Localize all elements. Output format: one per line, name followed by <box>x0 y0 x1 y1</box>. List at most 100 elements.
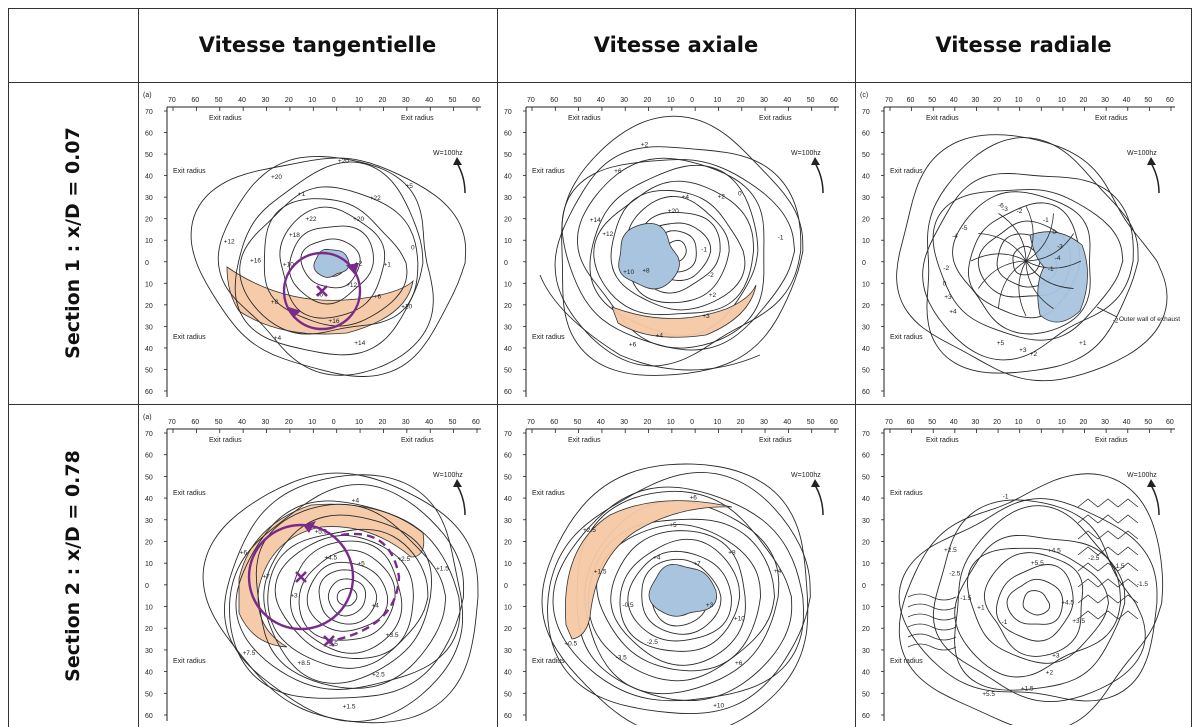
left-axis-tick-label: 0 <box>145 583 149 590</box>
contour-line <box>229 484 465 699</box>
vortex-arrowhead <box>346 263 359 275</box>
top-axis-tick-label: 20 <box>378 97 386 104</box>
left-axis-tick-label: 10 <box>504 281 512 288</box>
contour-line <box>1025 260 1082 269</box>
table-border-top <box>8 8 1192 9</box>
contour-value-label: +12 <box>346 282 357 289</box>
contour-value-label: -6 <box>998 203 1004 210</box>
contour-value-label: +5 <box>357 561 365 568</box>
contour-value-label: -4 <box>952 233 958 240</box>
contour-line <box>239 186 419 335</box>
contour-value-label: -3 <box>1057 244 1063 251</box>
top-axis-tick-label: 50 <box>215 97 223 104</box>
contour-value-label: -5 <box>962 225 968 232</box>
table-border-middle <box>8 404 1192 405</box>
contour-line <box>1025 260 1054 309</box>
left-axis-tick-label: 0 <box>862 260 866 267</box>
contour-value-label: +3.5 <box>1072 618 1085 625</box>
left-axis-tick-label: 60 <box>145 453 153 460</box>
contour-line <box>279 206 386 319</box>
contour-line <box>998 213 1027 262</box>
rotation-arrow <box>456 162 466 194</box>
contour-value-label: +1.5 <box>594 569 607 576</box>
contour-line <box>190 157 467 377</box>
top-axis-tick-label: 30 <box>760 97 768 104</box>
left-axis-tick-label: 70 <box>862 431 870 438</box>
exit-radius-label: Exit radius <box>890 490 923 497</box>
contour-line <box>907 613 957 621</box>
contour-line <box>952 191 1091 335</box>
contour-line <box>970 253 1027 262</box>
contour-line <box>619 538 741 652</box>
top-axis-tick-label: 60 <box>191 97 199 104</box>
contour-value-label: +5.5 <box>314 529 327 536</box>
exit-radius-label: Exit radius <box>1095 437 1128 444</box>
exit-radius-label: Exit radius <box>401 437 434 444</box>
top-axis-tick-label: 20 <box>737 419 745 426</box>
contour-line <box>898 473 1164 725</box>
contour-line <box>896 134 1168 382</box>
contour-value-label: -2 <box>1017 208 1023 215</box>
top-axis-tick-label: 60 <box>830 419 838 426</box>
top-axis-tick-label: 60 <box>907 419 915 426</box>
contour-line <box>1077 610 1139 620</box>
top-axis-tick-label: 30 <box>971 419 979 426</box>
rotation-speed-label: W=100hz <box>1127 472 1157 479</box>
rotation-speed-label: W=100hz <box>1127 150 1157 157</box>
contour-line <box>255 503 447 689</box>
contour-line <box>907 593 957 601</box>
left-axis-tick-label: 50 <box>504 367 512 374</box>
contour-value-label: +18 <box>289 232 300 239</box>
contour-value-label: -2 <box>1113 318 1119 325</box>
contour-line <box>554 146 802 367</box>
table-border-col2 <box>497 8 498 727</box>
left-axis-tick-label: 10 <box>504 561 512 568</box>
contour-value-label: 0 <box>738 190 742 197</box>
contour-line <box>561 115 804 376</box>
contour-value-label: +1.5 <box>1021 685 1034 692</box>
contour-value-label: +8 <box>728 550 736 557</box>
contour-value-label: +2 <box>709 292 717 299</box>
left-axis-tick-label: 0 <box>504 583 508 590</box>
contour-line <box>593 180 754 316</box>
left-axis-tick-label: 10 <box>145 561 153 568</box>
contour-value-label: -2.5 <box>647 639 659 646</box>
contour-value-label: +10 <box>623 269 634 276</box>
exit-radius-label: Exit radius <box>173 168 206 175</box>
top-axis-tick-label: 60 <box>472 419 480 426</box>
left-axis-tick-label: 40 <box>862 670 870 677</box>
left-axis-tick-label: 60 <box>145 131 153 138</box>
contour-line <box>235 500 461 690</box>
exit-radius-label: Exit radius <box>1095 115 1128 122</box>
top-axis-tick-label: 50 <box>215 419 223 426</box>
top-axis-tick-label: 40 <box>1123 97 1131 104</box>
top-axis-tick-label: 0 <box>1036 97 1040 104</box>
top-axis-tick-label: 60 <box>830 97 838 104</box>
top-axis-tick-label: 10 <box>355 97 363 104</box>
left-axis-tick-label: 10 <box>145 281 153 288</box>
contour-value-label: -1 <box>1048 266 1054 273</box>
left-axis-tick-label: 50 <box>862 691 870 698</box>
top-axis-tick-label: 30 <box>402 97 410 104</box>
contour-value-label: +2 <box>718 193 726 200</box>
left-axis-tick-label: 50 <box>504 474 512 481</box>
contour-value-label: +7 <box>693 560 701 567</box>
contour-value-label: -3 <box>1002 206 1008 213</box>
outer-wall-leader <box>1096 306 1118 318</box>
contour-line <box>932 499 1146 703</box>
left-axis-tick-label: 20 <box>862 539 870 546</box>
contour-value-label: +3 <box>702 313 710 320</box>
left-axis-tick-label: 10 <box>504 605 512 612</box>
contour-line <box>978 233 1027 262</box>
top-axis-tick-label: 50 <box>449 97 457 104</box>
contour-value-label: -4 <box>1055 255 1061 262</box>
top-axis-tick-label: 10 <box>667 97 675 104</box>
contour-value-label: 0 <box>943 281 947 288</box>
contour-line <box>983 552 1084 657</box>
left-axis-tick-label: 40 <box>145 174 153 181</box>
contour-value-label: +14 <box>590 217 601 224</box>
left-axis-tick-label: 60 <box>862 713 870 720</box>
positive-region <box>226 266 414 335</box>
left-axis-tick-label: 30 <box>145 518 153 525</box>
left-axis-tick-label: 60 <box>862 389 870 396</box>
